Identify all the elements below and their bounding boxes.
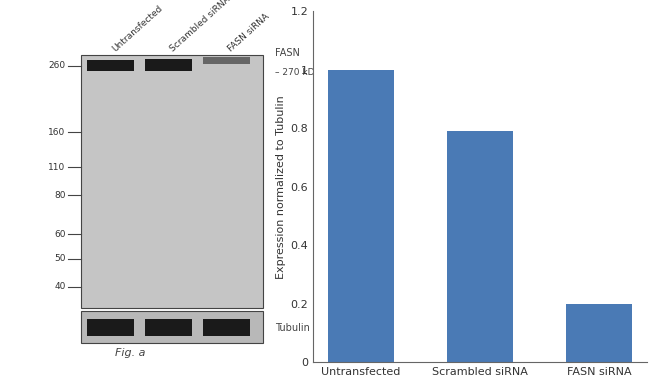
Text: 160: 160 [48, 128, 66, 137]
Bar [145, 59, 192, 71]
Y-axis label: Expression normalized to Tubulin: Expression normalized to Tubulin [276, 95, 286, 279]
Bar [81, 55, 263, 307]
Bar [328, 70, 394, 362]
Text: – 270 kDa: – 270 kDa [275, 68, 320, 77]
Bar [88, 319, 135, 336]
Bar [447, 131, 513, 362]
Text: 80: 80 [54, 191, 66, 200]
Text: 40: 40 [54, 282, 66, 291]
Text: Tubulin: Tubulin [275, 323, 309, 333]
Text: FASN siRNA: FASN siRNA [226, 12, 271, 53]
Text: 60: 60 [54, 229, 66, 239]
Bar [566, 304, 632, 362]
Text: Untransfected: Untransfected [111, 4, 165, 53]
Bar [203, 56, 250, 64]
Text: FASN: FASN [275, 48, 300, 59]
Text: Fig. a: Fig. a [116, 349, 146, 359]
Bar [145, 319, 192, 336]
Text: Scrambled siRNA: Scrambled siRNA [168, 0, 233, 53]
Text: 110: 110 [48, 163, 66, 172]
Text: 50: 50 [54, 254, 66, 263]
Bar [203, 319, 250, 336]
Text: 260: 260 [48, 61, 66, 70]
Bar [81, 311, 263, 343]
Bar [88, 60, 135, 71]
